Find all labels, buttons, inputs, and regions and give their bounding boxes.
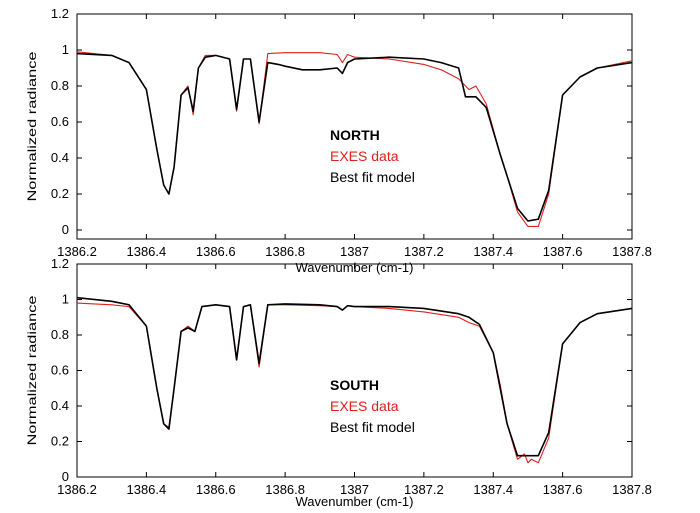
x-axis-label: Wavenumber (cm-1) <box>296 494 414 509</box>
x-tick-label: 1387.4 <box>473 482 513 497</box>
x-tick-label: 1386.8 <box>265 482 305 497</box>
exes-legend-label: EXES data <box>330 148 399 164</box>
y-tick-label: 1 <box>62 42 69 57</box>
region-label: SOUTH <box>330 377 379 393</box>
best-fit-model-line <box>77 52 632 222</box>
y-axis-label: Normalized radiance <box>25 51 39 201</box>
best-fit-model-line <box>77 296 632 457</box>
x-tick-label: 1387 <box>340 244 369 259</box>
south-panel: 1386.2 1386.4 1386.6 1386.8 1387 1387.2 1387.4… <box>25 256 652 509</box>
x-tick-label: 1387.8 <box>612 482 652 497</box>
x-tick-label: 1386.4 <box>126 482 166 497</box>
y-tick-label: 0 <box>62 469 69 484</box>
y-tick-label: 1.2 <box>51 6 69 21</box>
plot-frame <box>76 263 633 478</box>
north-panel: 1386.2 1386.4 1386.6 1386.8 1387 1387.2 1387.4… <box>25 6 652 275</box>
region-label: NORTH <box>330 127 380 143</box>
x-tick-label: 1386.6 <box>196 482 236 497</box>
x-tick-label: 1387.8 <box>612 244 652 259</box>
x-tick-label: 1387.2 <box>404 482 444 497</box>
y-tick-label: 0.6 <box>51 114 69 129</box>
y-tick-label: 0.4 <box>51 398 69 413</box>
y-tick-label: 0 <box>62 222 69 237</box>
y-tick-label: 1 <box>62 292 69 307</box>
x-tick-label: 1387.2 <box>404 244 444 259</box>
x-tick-label: 1387.6 <box>543 482 583 497</box>
y-tick-label: 0.2 <box>51 186 69 201</box>
y-tick-label: 1.2 <box>51 256 69 271</box>
x-tick-label: 1386.4 <box>126 244 166 259</box>
y-tick-label: 0.6 <box>51 363 69 378</box>
x-tick-label: 1386.8 <box>265 244 305 259</box>
y-axis-label: Normalized radiance <box>25 295 39 445</box>
x-tick-label: 1387.6 <box>543 244 583 259</box>
x-tick-label: 1386.2 <box>57 482 97 497</box>
x-tick-label: 1386.2 <box>57 244 97 259</box>
exes-legend-label: EXES data <box>330 398 399 414</box>
model-legend-label: Best fit model <box>330 419 415 435</box>
y-tick-label: 0.4 <box>51 150 69 165</box>
model-legend-label: Best fit model <box>330 169 415 185</box>
y-tick-label: 0.8 <box>51 78 69 93</box>
y-tick-label: 0.2 <box>51 434 69 449</box>
y-tick-label: 0.8 <box>51 327 69 342</box>
x-tick-label: 1386.6 <box>196 244 236 259</box>
x-tick-label: 1387 <box>340 482 369 497</box>
x-tick-label: 1387.4 <box>473 244 513 259</box>
